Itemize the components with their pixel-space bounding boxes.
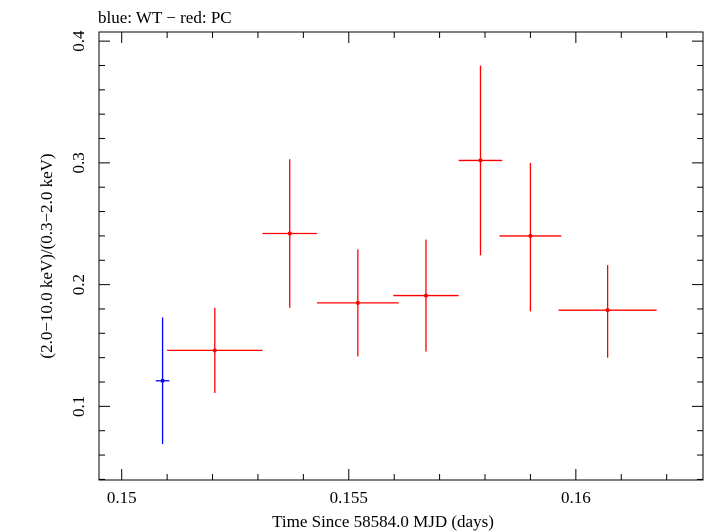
data-point-pc	[262, 159, 317, 308]
y-tick-label: 0.1	[69, 396, 88, 417]
data-point-pc	[458, 65, 503, 256]
x-tick-label: 0.16	[561, 488, 591, 507]
point-marker	[160, 378, 165, 383]
data-marks	[155, 65, 657, 445]
y-tick-label: 0.4	[69, 30, 88, 52]
chart-title: blue: WT − red: PC	[98, 8, 232, 27]
data-point-pc	[393, 239, 459, 352]
data-point-pc	[558, 265, 657, 358]
plot-frame	[98, 31, 704, 481]
point-marker	[212, 348, 217, 353]
point-marker	[478, 158, 483, 163]
data-point-pc	[167, 307, 263, 393]
data-point-wt	[155, 317, 170, 445]
x-tick-label: 0.15	[107, 488, 137, 507]
point-marker	[423, 293, 428, 298]
y-tick-label: 0.3	[69, 152, 88, 173]
tick-labels: 0.15 0.155 0.16 0.1 0.2 0.3 0.4	[69, 30, 591, 507]
point-marker	[605, 308, 610, 313]
y-tick-label: 0.2	[69, 274, 88, 295]
point-marker	[528, 233, 533, 238]
data-point-pc	[316, 249, 399, 357]
data-point-pc	[499, 162, 562, 312]
x-axis-label: Time Since 58584.0 MJD (days)	[272, 512, 494, 531]
x-tick-label: 0.155	[330, 488, 368, 507]
y-axis-label: (2.0−10.0 keV)/(0.3−2.0 keV)	[37, 153, 56, 358]
point-marker	[355, 300, 360, 305]
axis-ticks	[99, 32, 703, 480]
point-marker	[287, 231, 292, 236]
